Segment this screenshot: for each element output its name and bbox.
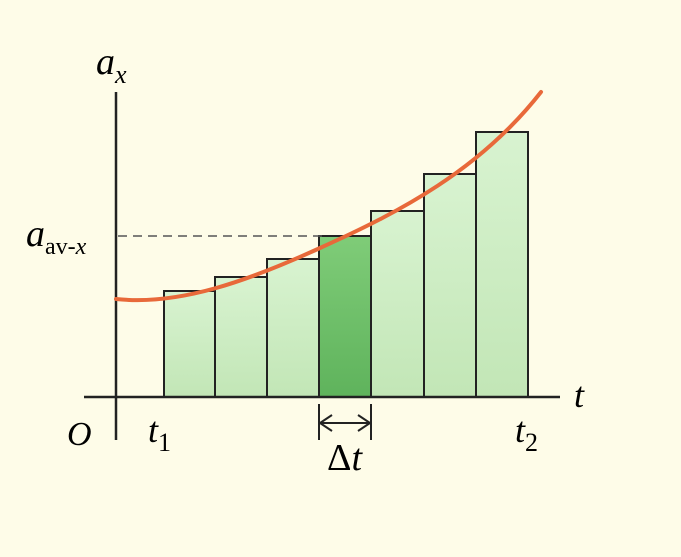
origin-label: O xyxy=(67,416,92,453)
t1-label: t1 xyxy=(148,410,171,457)
t2-label: t2 xyxy=(515,410,538,457)
acceleration-curve xyxy=(114,90,543,303)
bar-2 xyxy=(214,276,268,398)
bar-5 xyxy=(370,210,425,398)
bar-1 xyxy=(163,290,216,398)
x-axis-label: t xyxy=(574,375,585,415)
average-acceleration-label: aav-x xyxy=(26,213,87,260)
delta-t-indicator xyxy=(318,404,372,440)
bar-3 xyxy=(266,258,320,398)
y-axis-label: ax xyxy=(96,41,127,89)
bars xyxy=(163,131,529,398)
bar-4-highlighted xyxy=(318,235,372,398)
delta-t-label: Δt xyxy=(327,437,363,479)
bar-7 xyxy=(475,131,529,398)
bar-6 xyxy=(423,173,477,398)
